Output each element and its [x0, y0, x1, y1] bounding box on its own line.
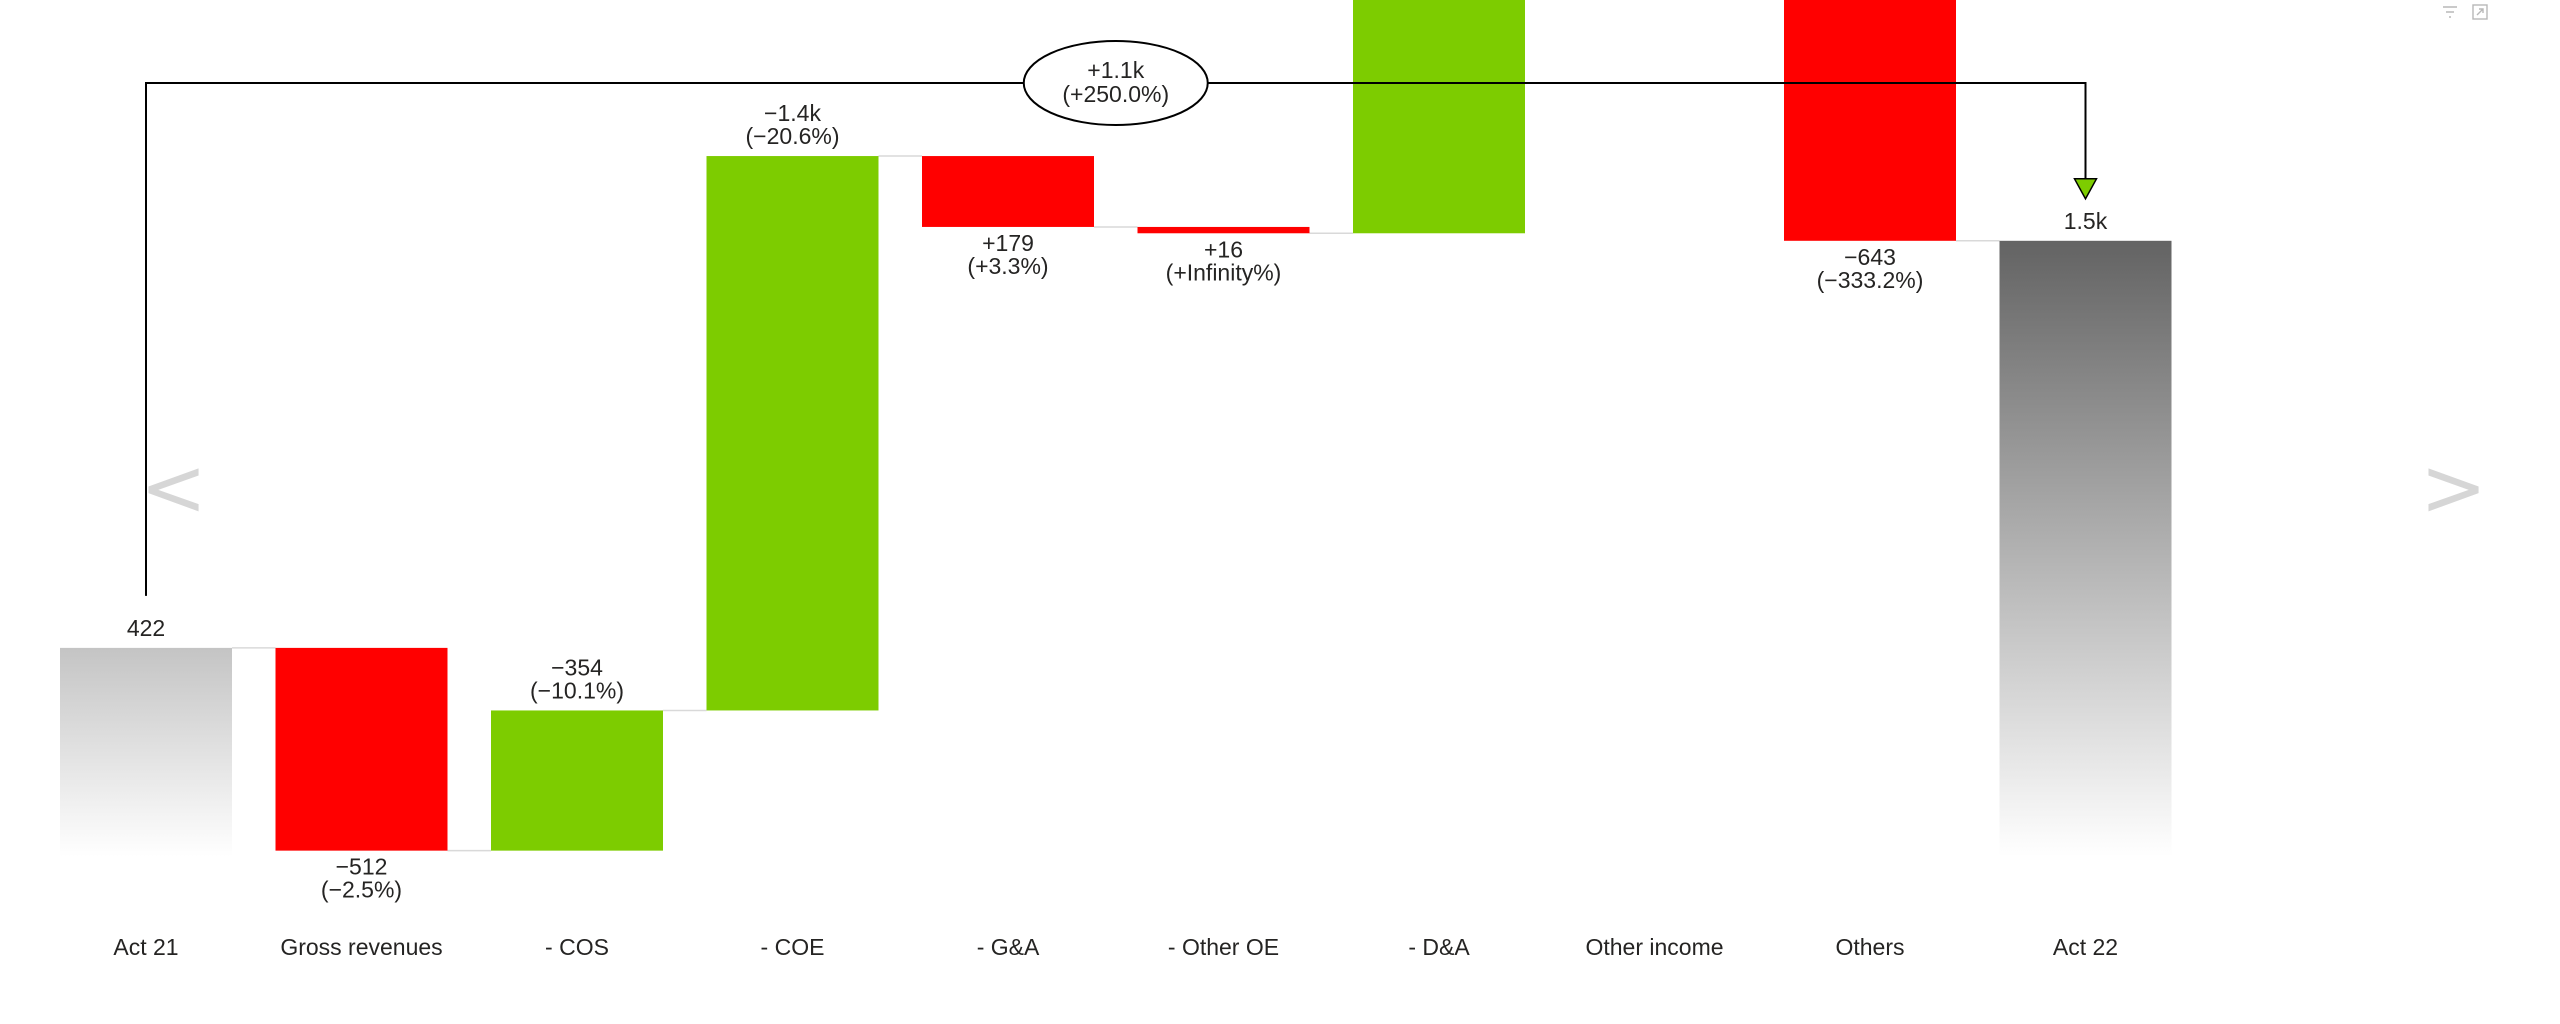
category-label: Other income [1585, 934, 1723, 960]
value-sublabel: (−2.5%) [321, 877, 402, 903]
total-change-percent: (+250.0%) [1062, 81, 1169, 107]
bracket-arrow [2073, 178, 2098, 201]
bar-1 [60, 647, 232, 857]
value-label: +16 [1204, 236, 1243, 262]
value-sublabel: (−10.1%) [530, 677, 624, 703]
total-change-value: +1.1k [1087, 57, 1144, 83]
value-label: +179 [982, 230, 1034, 256]
category-label: - D&A [1408, 934, 1470, 960]
value-label: −643 [1844, 244, 1896, 270]
category-labels: Act 21 Gross revenues - COS - COE - G&A - Oth… [113, 934, 2118, 960]
category-label: - COS [545, 934, 609, 960]
bar-9 [1784, 0, 1956, 241]
value-sublabel: (+Infinity%) [1166, 259, 1282, 285]
category-label: - G&A [977, 934, 1040, 960]
bar-3 [491, 710, 663, 851]
bar-10 [1999, 240, 2172, 858]
expand-icon[interactable] [2470, 2, 2492, 24]
value-sublabel: (+3.3%) [967, 253, 1048, 279]
category-label: Gross revenues [280, 934, 442, 960]
bars-group [60, 0, 2172, 858]
total-change-bracket: +1.1k(+250.0%) [145, 40, 2098, 596]
value-sublabel: (−333.2%) [1817, 267, 1924, 293]
value-label: −1.4k [764, 100, 821, 126]
filter-icon[interactable] [2440, 2, 2462, 24]
bar-7 [1353, 0, 1525, 234]
bar-4 [706, 156, 879, 711]
value-sublabel: (−20.6%) [746, 123, 840, 149]
bar-5 [922, 156, 1094, 227]
previous-arrow[interactable]: < [140, 441, 207, 534]
next-arrow[interactable]: > [2420, 441, 2487, 534]
value-labels: 422 −512(−2.5%) −354(−10.1%) −1.4k(−20.6%) +… [127, 100, 2108, 903]
value-label: −354 [551, 654, 603, 680]
value-label: −512 [336, 854, 388, 880]
category-label: Act 21 [113, 934, 178, 960]
value-label: 422 [127, 615, 165, 641]
value-label: 1.5k [2064, 208, 2108, 234]
category-label: Act 22 [2053, 934, 2118, 960]
category-label: - COE [761, 934, 825, 960]
total-change-ellipse [1022, 40, 1209, 126]
category-label: Others [1835, 934, 1904, 960]
bar-6 [1137, 226, 1310, 234]
category-label: - Other OE [1168, 934, 1279, 960]
bar-2 [275, 647, 448, 851]
connector-lines [232, 155, 2000, 852]
